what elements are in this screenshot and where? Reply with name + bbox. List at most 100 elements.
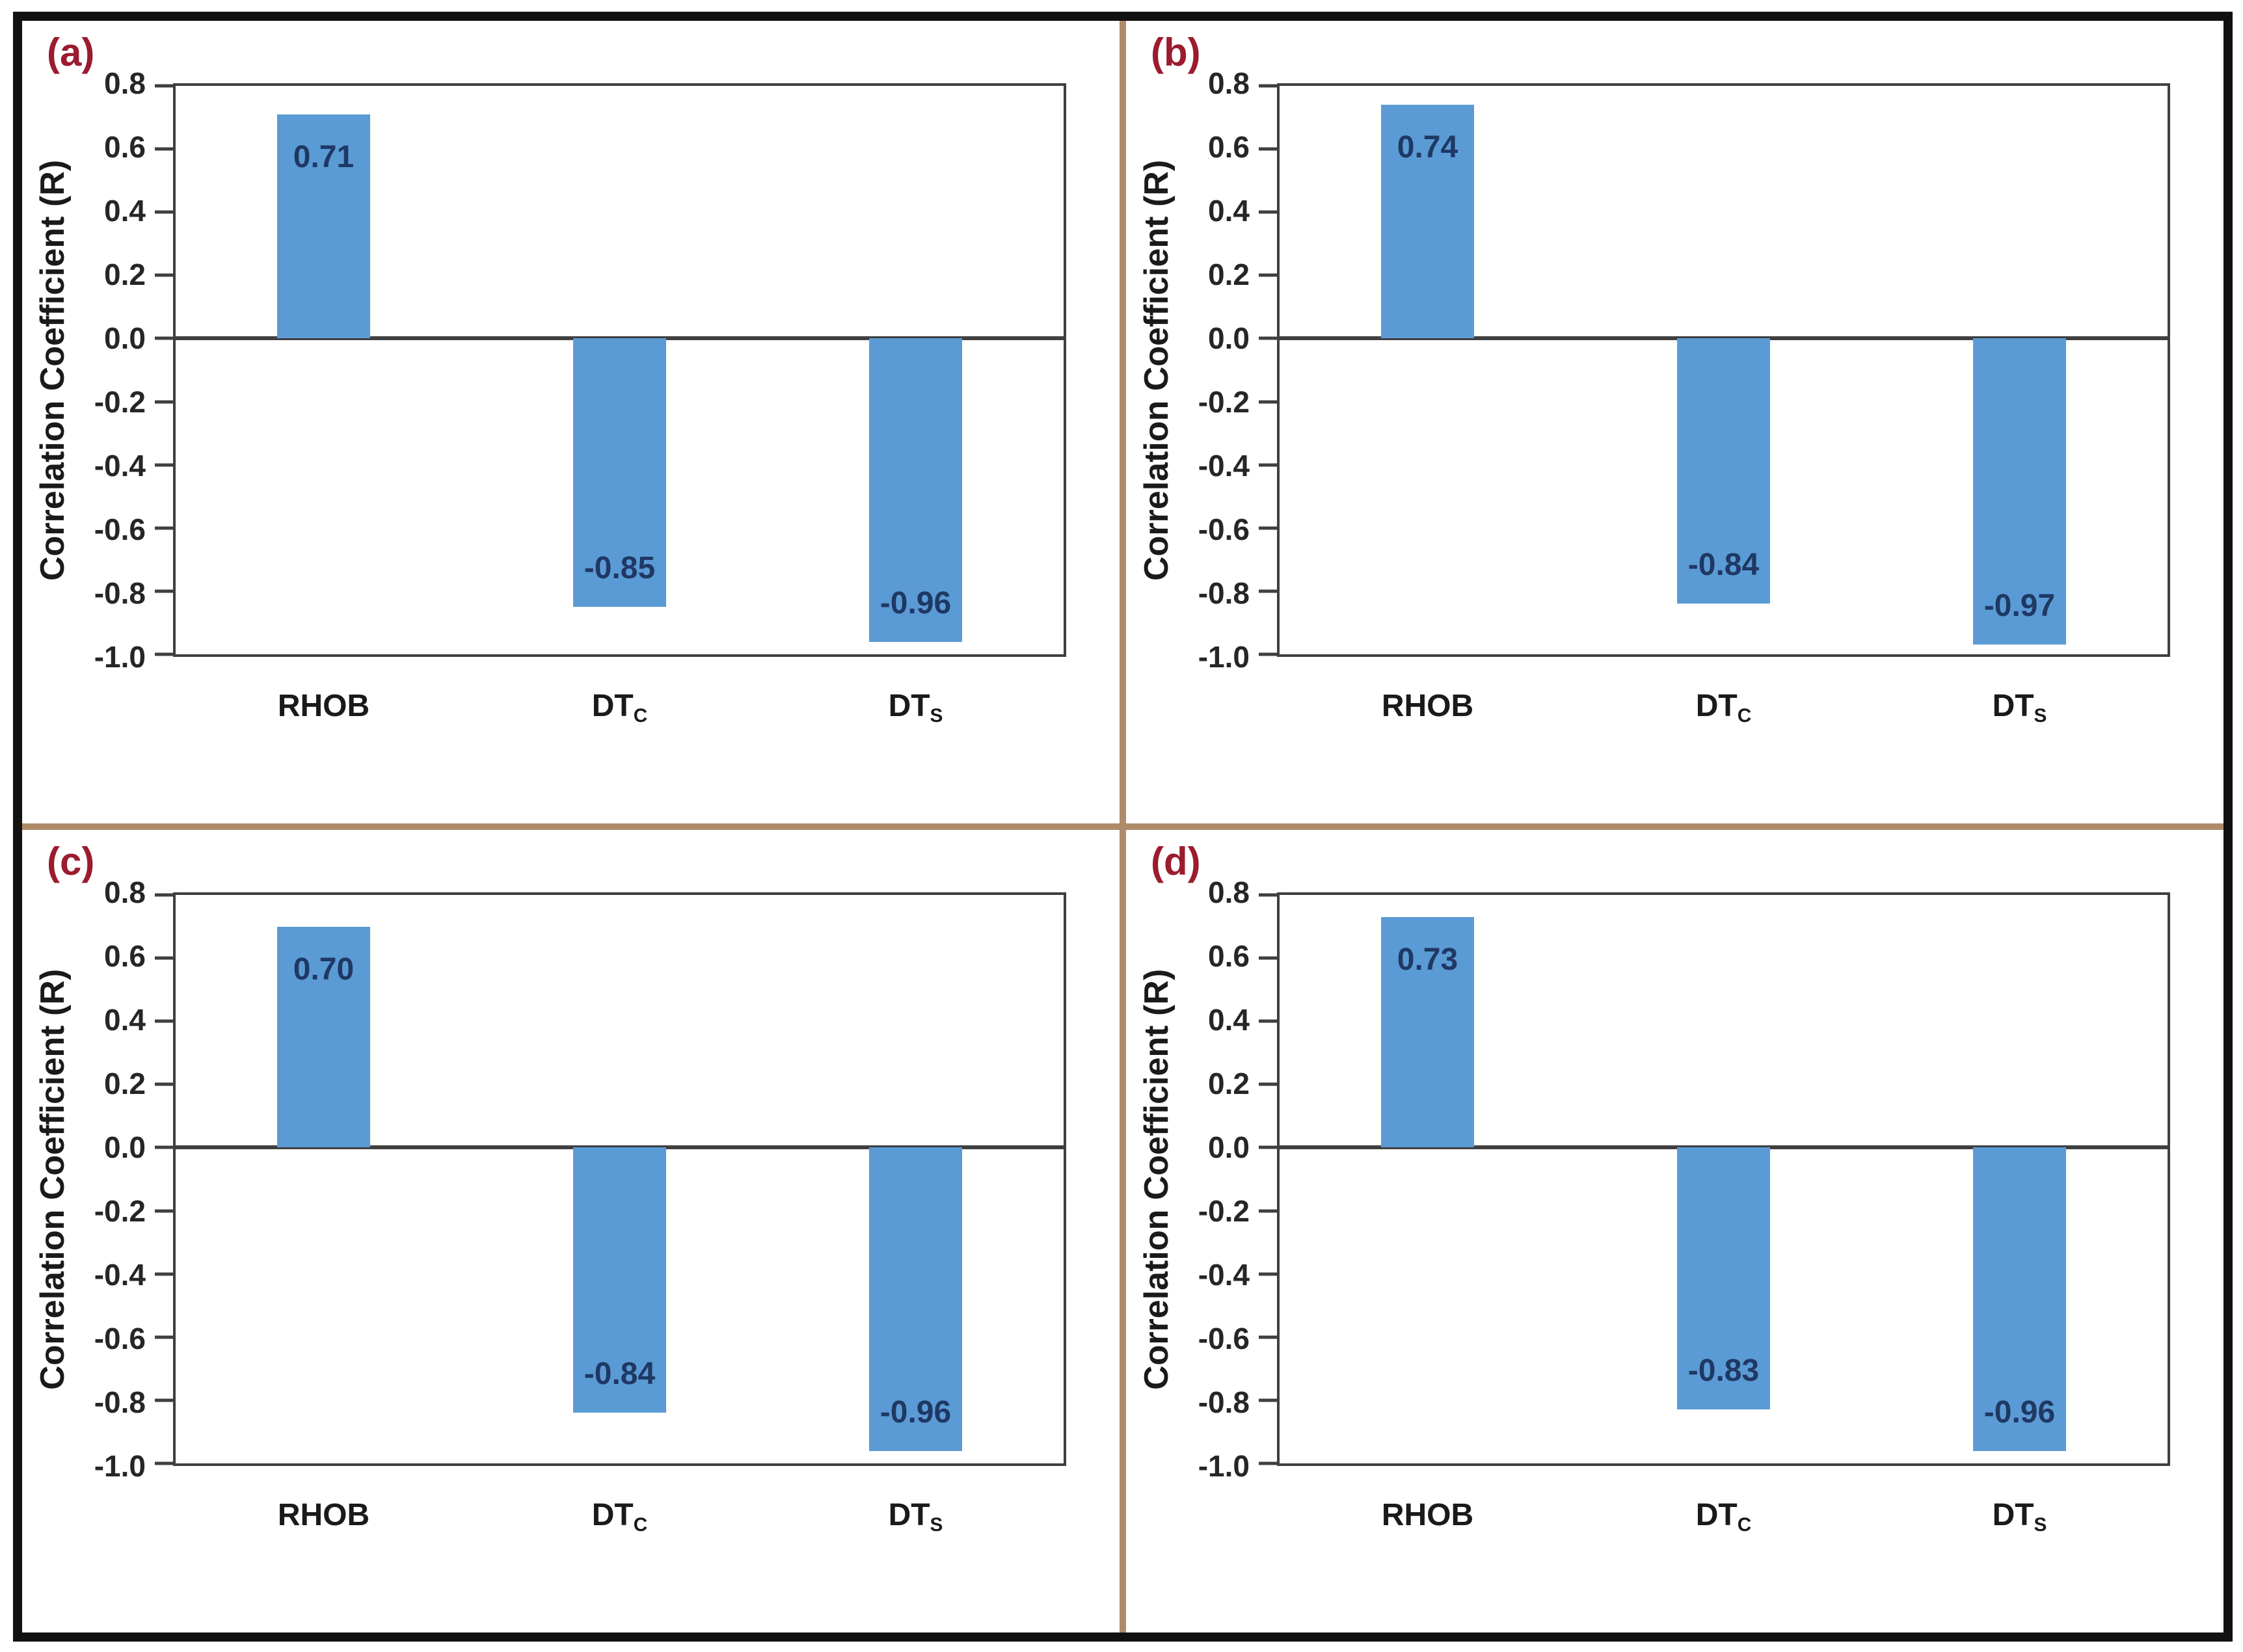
y-tick-mark — [1259, 652, 1277, 656]
x-category-label-dts: DTS — [888, 689, 943, 726]
y-tick-mark — [1259, 1335, 1277, 1339]
y-tick-mark — [1259, 589, 1277, 593]
y-tick-mark — [155, 463, 173, 467]
bar-value-label: -0.96 — [880, 585, 952, 620]
y-tick-label: -0.2 — [94, 1194, 146, 1228]
bar-dts: -0.96 — [868, 338, 963, 642]
bar-rhob: 0.70 — [276, 926, 371, 1148]
plot-area: RHOB DTC DTS 0.73 -0.83 -0.96 — [1259, 892, 2170, 1536]
y-tick-mark — [1259, 1398, 1277, 1402]
plot-area: RHOB DTC DTS 0.70 -0.84 -0.96 — [155, 892, 1066, 1536]
bar-dts: -0.96 — [868, 1147, 963, 1451]
x-category-label-dts: DTS — [1992, 1498, 2047, 1536]
y-tick-label: -1.0 — [94, 640, 146, 674]
plot-area: RHOB DTC DTS 0.74 -0.84 -0.97 — [1259, 83, 2170, 726]
y-tick-mark — [155, 652, 173, 656]
y-tick-mark — [155, 1398, 173, 1402]
y-tick-label: -0.8 — [94, 1385, 146, 1419]
bar-value-label: -0.84 — [584, 1357, 656, 1392]
x-category-label-rhob: RHOB — [1381, 1498, 1474, 1532]
y-tick-label: -0.4 — [1198, 1257, 1250, 1292]
x-axis-category-labels: RHOB DTC DTS — [1280, 688, 2168, 786]
y-tick-mark — [1259, 893, 1277, 897]
y-tick-label: 0.0 — [104, 1130, 146, 1164]
bar-rhob: 0.73 — [1380, 916, 1475, 1148]
bar-value-label: -0.96 — [880, 1394, 952, 1430]
y-tick-label: 0.6 — [104, 939, 146, 973]
y-tick-label: -0.8 — [1198, 576, 1250, 610]
y-tick-mark — [1259, 1461, 1277, 1465]
bar-value-label: -0.97 — [1983, 589, 2056, 624]
y-tick-label: -1.0 — [94, 1449, 146, 1483]
x-category-label-dtc: DTC — [591, 1498, 648, 1536]
bar-value-label: -0.85 — [584, 551, 656, 586]
y-tick-label: -0.4 — [94, 1257, 146, 1292]
y-tick-mark — [1259, 1272, 1277, 1276]
bar-value-label: 0.74 — [1397, 130, 1458, 165]
y-tick-label: 0.4 — [104, 1003, 146, 1037]
y-axis-tick-labels: 0.8 0.6 0.4 0.2 0.0 -0.2 -0.4 -0.6 -0.8 -1.0 — [1126, 875, 1254, 1483]
bar-value-label: -0.84 — [1687, 548, 1760, 583]
y-axis-tick-labels: 0.8 0.6 0.4 0.2 0.0 -0.2 -0.4 -0.6 -0.8 -1.0 — [1126, 66, 1254, 674]
y-tick-label: -0.2 — [94, 385, 146, 419]
y-tick-label: -0.2 — [1198, 385, 1250, 419]
chart-panel-a: (a) Correlation Coefficient (R) 0.8 0.6 0.… — [22, 21, 1120, 823]
y-axis-tick-labels: 0.8 0.6 0.4 0.2 0.0 -0.2 -0.4 -0.6 -0.8 -1.0 — [22, 875, 150, 1483]
y-tick-label: 0.2 — [104, 257, 146, 291]
y-tick-label: -0.4 — [94, 448, 146, 483]
bar-dtc: -0.83 — [1676, 1147, 1771, 1410]
chart-panel-b: (b) Correlation Coefficient (R) 0.8 0.6 0.… — [1126, 21, 2223, 823]
y-tick-label: -0.8 — [1198, 1385, 1250, 1419]
y-tick-mark — [155, 893, 173, 897]
y-tick-label: 0.0 — [1208, 1130, 1250, 1164]
y-tick-mark — [1259, 1145, 1277, 1149]
y-tick-mark — [155, 400, 173, 404]
y-tick-mark — [1259, 956, 1277, 960]
x-axis-category-labels: RHOB DTC DTS — [176, 688, 1064, 786]
bar-dtc: -0.85 — [572, 338, 667, 607]
y-tick-mark — [155, 273, 173, 277]
y-tick-mark — [1259, 1019, 1277, 1023]
bar-dtc: -0.84 — [572, 1147, 667, 1413]
x-category-label-dtc: DTC — [591, 689, 648, 726]
y-axis-tick-labels: 0.8 0.6 0.4 0.2 0.0 -0.2 -0.4 -0.6 -0.8 -1.0 — [22, 66, 150, 674]
y-tick-mark — [155, 589, 173, 593]
y-tick-mark — [155, 1461, 173, 1465]
y-tick-mark — [155, 1019, 173, 1023]
y-tick-label: -1.0 — [1198, 640, 1250, 674]
y-tick-label: -0.4 — [1198, 448, 1250, 483]
y-tick-mark — [155, 1335, 173, 1339]
y-tick-mark — [1259, 526, 1277, 530]
x-category-label-dts: DTS — [888, 1498, 943, 1536]
y-tick-mark — [155, 84, 173, 88]
y-tick-mark — [1259, 463, 1277, 467]
y-tick-label: -1.0 — [1198, 1449, 1250, 1483]
y-tick-label: 0.8 — [104, 875, 146, 909]
x-category-label-rhob: RHOB — [1381, 689, 1474, 723]
y-tick-mark — [155, 956, 173, 960]
y-tick-mark — [155, 1209, 173, 1213]
y-tick-label: 0.0 — [104, 321, 146, 355]
y-tick-mark — [155, 526, 173, 530]
bar-dts: -0.96 — [1972, 1147, 2067, 1451]
bar-value-label: 0.71 — [293, 139, 355, 174]
y-tick-mark — [1259, 273, 1277, 277]
y-tick-label: -0.6 — [94, 513, 146, 546]
y-tick-label: 0.2 — [1208, 257, 1250, 291]
panel-label: (b) — [1151, 31, 1201, 74]
x-category-label-dts: DTS — [1992, 689, 2047, 726]
bar-dts: -0.97 — [1972, 338, 2067, 645]
bar-value-label: -0.83 — [1687, 1353, 1760, 1389]
panel-label: (d) — [1151, 840, 1201, 883]
y-tick-label: 0.4 — [104, 194, 146, 228]
chart-panel-d: (d) Correlation Coefficient (R) 0.8 0.6 0.… — [1126, 830, 2223, 1632]
y-tick-label: 0.8 — [1208, 66, 1250, 100]
y-tick-label: -0.6 — [94, 1322, 146, 1355]
bar-value-label: 0.73 — [1397, 942, 1458, 977]
y-tick-mark — [155, 1272, 173, 1276]
y-tick-mark — [155, 1082, 173, 1086]
y-tick-label: -0.6 — [1198, 1322, 1250, 1355]
bar-value-label: -0.96 — [1983, 1394, 2056, 1430]
y-tick-mark — [155, 210, 173, 214]
y-tick-label: 0.2 — [1208, 1066, 1250, 1100]
